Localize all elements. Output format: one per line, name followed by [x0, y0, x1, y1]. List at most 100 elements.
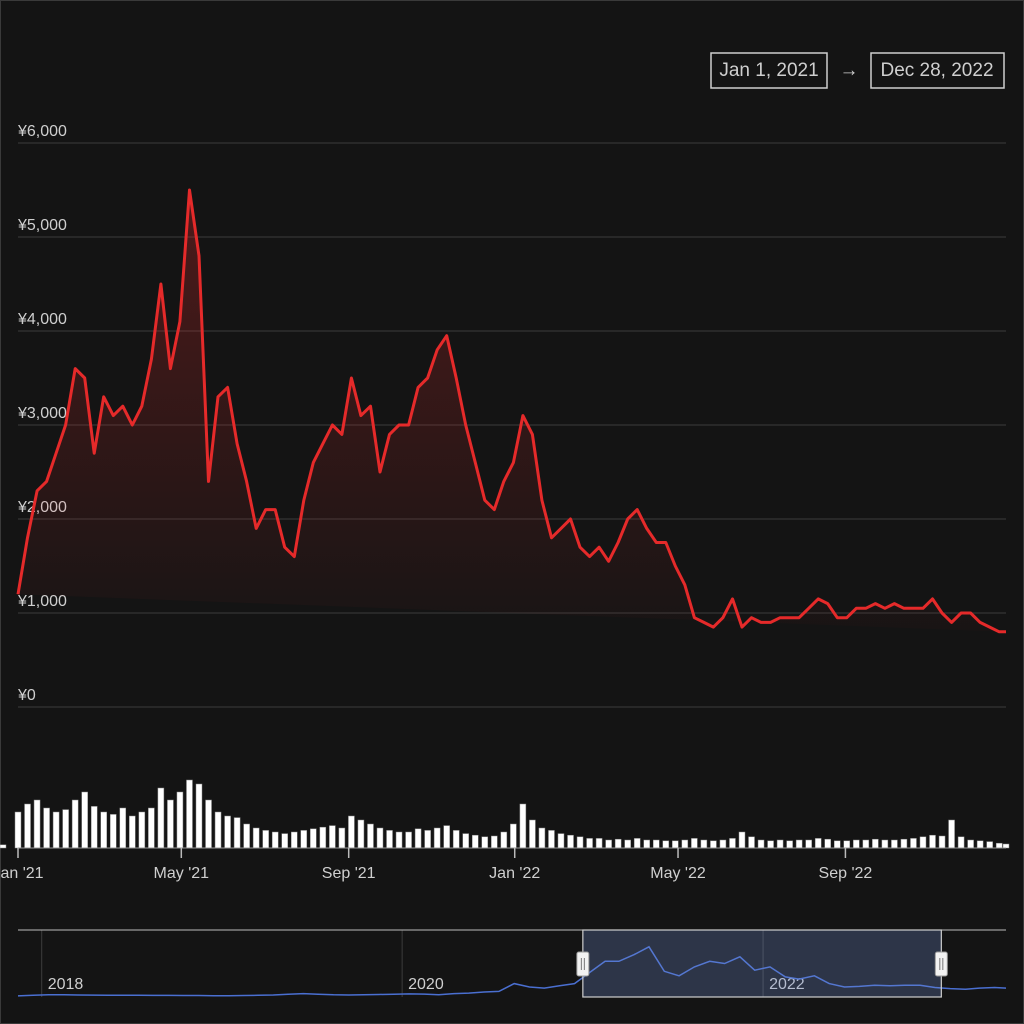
volume-bar [157, 787, 165, 849]
x-tick-label: Sep '21 [322, 865, 376, 882]
volume-bar [729, 838, 736, 849]
x-tick-label: Jan '21 [0, 865, 44, 882]
volume-bar [576, 836, 584, 849]
volume-bar [662, 840, 670, 849]
range-to[interactable]: Dec 28, 2022 [880, 60, 993, 81]
volume-bar [491, 835, 498, 849]
volume-bar [205, 799, 212, 849]
volume-bar [414, 828, 422, 849]
volume-bar [567, 834, 574, 849]
volume-bar [995, 842, 1003, 849]
volume-bar [291, 831, 298, 849]
volume-bar [233, 817, 241, 849]
volume-bar [405, 831, 412, 849]
volume-bar [481, 836, 489, 849]
volume-bar [967, 839, 974, 849]
volume-bar [138, 811, 146, 849]
volume-bar [738, 831, 746, 849]
volume-bar [624, 839, 631, 849]
volume-bar [862, 839, 870, 849]
navigator-tick-label: 2018 [48, 976, 84, 993]
x-tick-label: Sep '22 [819, 865, 873, 882]
volume-bar [814, 838, 822, 849]
volume-bar [653, 839, 660, 849]
volume-bar [452, 830, 460, 849]
volume-bar [900, 838, 908, 849]
volume-bar [976, 840, 984, 849]
volume-bar [872, 838, 879, 849]
navigator-tick-label: 2020 [408, 976, 444, 993]
volume-bar [395, 831, 403, 849]
volume-bar [243, 823, 250, 849]
volume-bar [433, 827, 441, 849]
range-from[interactable]: Jan 1, 2021 [719, 60, 818, 81]
volume-bar [614, 838, 622, 849]
price-line [16, 188, 1006, 634]
volume-bar [195, 783, 203, 849]
volume-bar [843, 840, 851, 849]
volume-bar [319, 826, 327, 849]
volume-bar [224, 815, 231, 849]
volume-bar [338, 827, 346, 849]
volume-bar [14, 811, 22, 849]
volume-bar [795, 839, 803, 849]
volume-bar [100, 811, 107, 849]
volume-bar [834, 840, 841, 849]
volume-bar [986, 841, 993, 849]
volume-bar [681, 839, 689, 849]
volume-bar [90, 806, 98, 849]
volume-bar [853, 839, 860, 849]
x-tick-label: Jan '22 [489, 865, 540, 882]
navigator-handle[interactable] [576, 951, 590, 977]
volume-bar [538, 827, 546, 849]
volume-bar [748, 836, 755, 849]
y-tick-label: ¥4,000 [17, 311, 67, 328]
volume-bar [167, 799, 174, 849]
volume-bar [643, 839, 650, 849]
volume-bar [757, 839, 765, 849]
volume-bar [43, 807, 50, 849]
volume-bar [271, 831, 279, 849]
volume-bar [957, 836, 965, 849]
volume-bar [24, 803, 31, 849]
y-tick-label: ¥0 [17, 687, 36, 704]
volume-bar [186, 779, 193, 849]
volume-bar [691, 838, 698, 849]
volume-bar [81, 791, 88, 849]
volume-bar [519, 803, 527, 849]
volume-bar [500, 831, 508, 849]
volume-bar [472, 834, 479, 849]
volume-bar [510, 823, 517, 849]
volume-bar [605, 839, 612, 849]
volume-bar [929, 834, 936, 849]
volume-bar [129, 815, 136, 849]
volume-bar [776, 839, 784, 849]
volume-bar [719, 839, 727, 849]
volume-bar [0, 844, 7, 849]
volume-bar [767, 840, 774, 849]
volume-bar [148, 807, 155, 849]
x-tick-label: May '22 [650, 865, 706, 882]
volume-bar [443, 825, 450, 849]
volume-bar [300, 830, 308, 849]
y-tick-label: ¥5,000 [17, 217, 67, 234]
volume-bar [548, 830, 555, 849]
range-to-box[interactable] [870, 52, 1005, 89]
navigator-tick-label: 2022 [769, 976, 805, 993]
volume-bar [700, 839, 708, 849]
navigator-selection[interactable] [582, 929, 942, 998]
volume-bar [948, 819, 955, 849]
volume-bar [33, 799, 41, 849]
volume-bar [376, 827, 384, 849]
y-tick-label: ¥1,000 [17, 593, 67, 610]
x-tick-label: May '21 [154, 865, 210, 882]
range-from-box[interactable] [710, 52, 828, 89]
volume-bar [386, 830, 393, 849]
volume-bar [919, 836, 927, 849]
volume-bar [329, 825, 336, 849]
volume-bar [633, 838, 641, 849]
volume-bar [891, 839, 898, 849]
navigator-handle[interactable] [934, 951, 948, 977]
volume-bar [462, 833, 469, 849]
